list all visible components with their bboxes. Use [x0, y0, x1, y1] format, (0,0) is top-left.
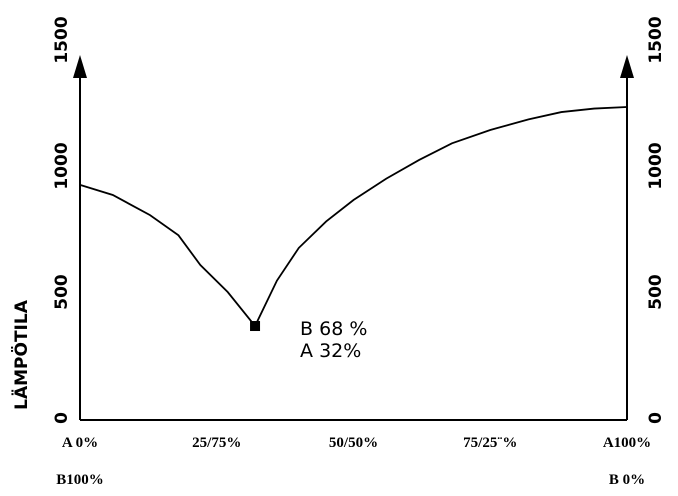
- y-tick-label: 1000: [52, 142, 72, 189]
- eutectic-point: [250, 321, 261, 332]
- x-tick-label: 50/50%: [329, 435, 378, 451]
- annotation: B 68 %: [300, 318, 367, 340]
- x-tick-label: 25/75%: [192, 435, 241, 451]
- y-tick-label: 0: [52, 412, 72, 424]
- y2-tick-label: 1500: [646, 16, 666, 63]
- x-tick-label-b: B 0%: [609, 472, 645, 488]
- y2-tick-label: 0: [646, 412, 666, 424]
- x-tick-label-b: B100%: [56, 472, 104, 488]
- right-arrow: [620, 55, 634, 78]
- annotation: A 32%: [300, 340, 361, 362]
- y-tick-label: 500: [52, 274, 72, 310]
- curve: [79, 106, 628, 328]
- x-tick-label: A100%: [603, 435, 651, 451]
- left-arrow: [73, 55, 87, 78]
- x-tick-label: A 0%: [62, 435, 98, 451]
- y-axis-label: LÄMPÖTILA: [10, 299, 32, 410]
- y-tick-label: 1500: [52, 16, 72, 63]
- x-tick-label: 75/25¨%: [463, 435, 517, 451]
- y2-tick-label: 500: [646, 274, 666, 310]
- y2-tick-label: 1000: [646, 142, 666, 189]
